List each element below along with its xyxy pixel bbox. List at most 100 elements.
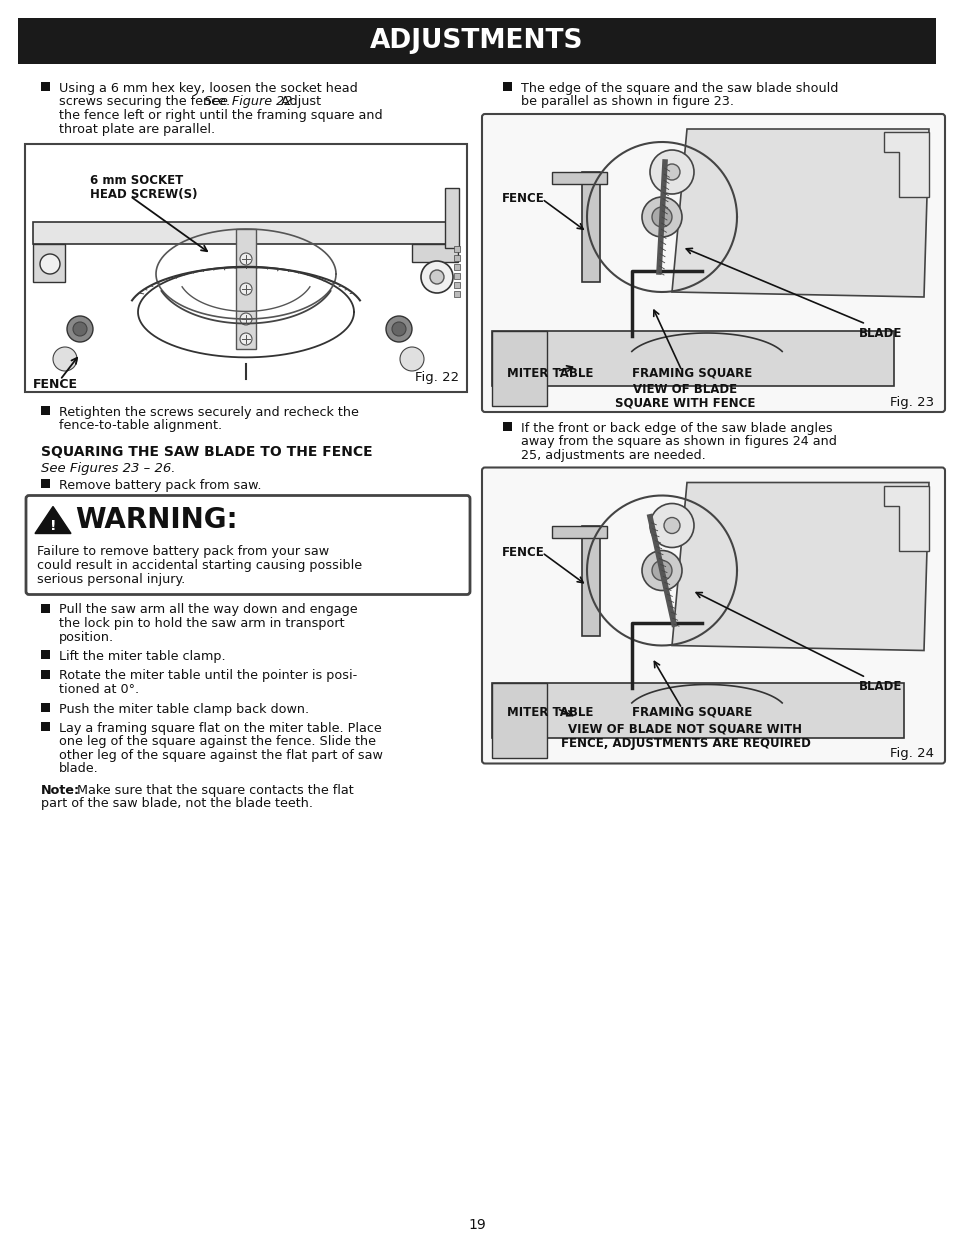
Text: Adjust: Adjust: [276, 95, 321, 109]
Bar: [581, 172, 599, 282]
Circle shape: [240, 253, 252, 266]
Circle shape: [386, 316, 412, 342]
Circle shape: [663, 517, 679, 534]
Text: Remove battery pack from saw.: Remove battery pack from saw.: [59, 479, 261, 492]
Text: Rotate the miter table until the pointer is posi-: Rotate the miter table until the pointer…: [59, 669, 356, 683]
Bar: [33, 222, 458, 245]
Bar: [444, 188, 458, 248]
Text: ADJUSTMENTS: ADJUSTMENTS: [370, 28, 583, 54]
Circle shape: [40, 254, 60, 274]
Bar: [412, 245, 457, 262]
Bar: [41, 650, 50, 659]
Text: FENCE: FENCE: [501, 191, 544, 205]
Bar: [552, 526, 606, 537]
Text: If the front or back edge of the saw blade angles: If the front or back edge of the saw bla…: [520, 422, 832, 435]
Text: Failure to remove battery pack from your saw: Failure to remove battery pack from your…: [37, 545, 329, 557]
Text: Push the miter table clamp back down.: Push the miter table clamp back down.: [59, 703, 309, 715]
Bar: [454, 282, 459, 288]
Polygon shape: [671, 128, 928, 296]
FancyBboxPatch shape: [481, 114, 944, 412]
Text: The edge of the square and the saw blade should: The edge of the square and the saw blade…: [520, 82, 838, 95]
Text: the fence left or right until the framing square and: the fence left or right until the framin…: [59, 109, 382, 122]
Text: Using a 6 mm hex key, loosen the socket head: Using a 6 mm hex key, loosen the socket …: [59, 82, 357, 95]
Bar: [33, 245, 65, 282]
Bar: [454, 254, 459, 261]
Bar: [41, 669, 50, 678]
Text: Pull the saw arm all the way down and engage: Pull the saw arm all the way down and en…: [59, 604, 357, 616]
Circle shape: [430, 270, 443, 284]
Text: 6 mm SOCKET: 6 mm SOCKET: [90, 174, 183, 186]
Text: screws securing the fence.: screws securing the fence.: [59, 95, 233, 109]
Text: part of the saw blade, not the blade teeth.: part of the saw blade, not the blade tee…: [41, 798, 313, 810]
Bar: [492, 331, 893, 387]
FancyBboxPatch shape: [25, 144, 467, 391]
Bar: [502, 82, 512, 91]
Text: BLADE: BLADE: [858, 680, 902, 694]
Text: be parallel as shown in figure 23.: be parallel as shown in figure 23.: [520, 95, 733, 109]
Text: FENCE: FENCE: [33, 378, 78, 391]
Text: Lay a framing square flat on the miter table. Place: Lay a framing square flat on the miter t…: [59, 722, 381, 735]
Circle shape: [399, 347, 423, 370]
Bar: [492, 683, 903, 737]
Text: FENCE: FENCE: [501, 546, 544, 558]
Text: FRAMING SQUARE: FRAMING SQUARE: [631, 367, 752, 380]
Bar: [235, 228, 255, 350]
Circle shape: [420, 261, 453, 293]
Text: HEAD SCREW(S): HEAD SCREW(S): [90, 188, 197, 201]
Text: Lift the miter table clamp.: Lift the miter table clamp.: [59, 650, 226, 663]
Text: other leg of the square against the flat part of saw: other leg of the square against the flat…: [59, 748, 382, 762]
Text: position.: position.: [59, 631, 114, 643]
Circle shape: [649, 149, 693, 194]
Text: FENCE, ADJUSTMENTS ARE REQUIRED: FENCE, ADJUSTMENTS ARE REQUIRED: [560, 736, 810, 750]
Bar: [41, 406, 50, 415]
Text: tioned at 0°.: tioned at 0°.: [59, 683, 139, 697]
Text: SQUARING THE SAW BLADE TO THE FENCE: SQUARING THE SAW BLADE TO THE FENCE: [41, 445, 373, 459]
Circle shape: [53, 347, 77, 370]
Bar: [454, 246, 459, 252]
Text: Retighten the screws securely and recheck the: Retighten the screws securely and rechec…: [59, 406, 358, 419]
Text: serious personal injury.: serious personal injury.: [37, 573, 185, 585]
Text: the lock pin to hold the saw arm in transport: the lock pin to hold the saw arm in tran…: [59, 618, 344, 630]
Bar: [454, 264, 459, 270]
Circle shape: [67, 316, 92, 342]
Text: blade.: blade.: [59, 762, 99, 776]
Polygon shape: [883, 485, 928, 551]
Text: 19: 19: [468, 1218, 485, 1233]
Bar: [454, 273, 459, 279]
Text: See Figure 22.: See Figure 22.: [204, 95, 296, 109]
Text: fence-to-table alignment.: fence-to-table alignment.: [59, 420, 222, 432]
Circle shape: [392, 322, 406, 336]
Polygon shape: [883, 132, 928, 198]
Polygon shape: [35, 506, 71, 534]
Bar: [502, 422, 512, 431]
Circle shape: [240, 333, 252, 345]
Text: See Figures 23 – 26.: See Figures 23 – 26.: [41, 462, 175, 475]
Text: 25, adjustments are needed.: 25, adjustments are needed.: [520, 450, 705, 462]
Text: throat plate are parallel.: throat plate are parallel.: [59, 122, 214, 136]
Bar: [18, 19, 935, 64]
Bar: [41, 479, 50, 488]
Text: could result in accidental starting causing possible: could result in accidental starting caus…: [37, 558, 362, 572]
Circle shape: [73, 322, 87, 336]
Circle shape: [641, 198, 681, 237]
Text: SQUARE WITH FENCE: SQUARE WITH FENCE: [615, 396, 755, 409]
Circle shape: [641, 551, 681, 590]
Bar: [41, 722, 50, 731]
Bar: [581, 526, 599, 636]
Text: VIEW OF BLADE NOT SQUARE WITH: VIEW OF BLADE NOT SQUARE WITH: [568, 722, 801, 736]
Polygon shape: [671, 483, 928, 651]
Text: away from the square as shown in figures 24 and: away from the square as shown in figures…: [520, 436, 836, 448]
Text: Note:: Note:: [41, 784, 80, 797]
Text: MITER TABLE: MITER TABLE: [506, 367, 593, 380]
Bar: [552, 172, 606, 184]
Bar: [454, 291, 459, 296]
Text: MITER TABLE: MITER TABLE: [506, 705, 593, 719]
Circle shape: [649, 504, 693, 547]
Circle shape: [240, 312, 252, 325]
Text: Make sure that the square contacts the flat: Make sure that the square contacts the f…: [77, 784, 354, 797]
Bar: [492, 331, 546, 406]
FancyBboxPatch shape: [481, 468, 944, 763]
Circle shape: [651, 207, 671, 227]
Text: Fig. 24: Fig. 24: [889, 747, 933, 761]
Text: VIEW OF BLADE: VIEW OF BLADE: [633, 383, 737, 396]
